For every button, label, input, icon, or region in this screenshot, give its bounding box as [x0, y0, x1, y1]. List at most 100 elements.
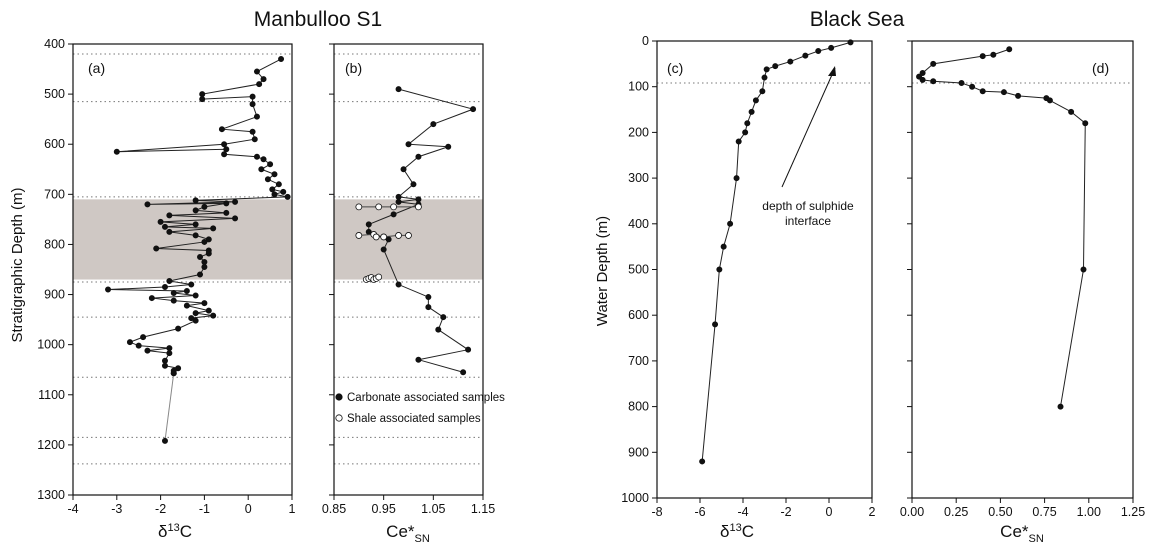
legend-filled-marker	[335, 393, 343, 401]
carbonate-point	[979, 53, 986, 60]
carbonate-point	[153, 245, 160, 252]
carbonate-point	[744, 120, 751, 127]
carbonate-point	[460, 369, 467, 376]
carbonate-point	[470, 106, 477, 113]
y-tick-label: 400	[44, 37, 65, 51]
carbonate-point	[958, 80, 965, 87]
carbonate-point	[1082, 120, 1089, 127]
y-tick-label: 1100	[38, 388, 65, 402]
carbonate-point	[183, 288, 190, 295]
carbonate-point	[425, 294, 432, 301]
x-tick-label: 1.00	[1077, 505, 1101, 519]
carbonate-point	[253, 113, 260, 120]
carbonate-point	[192, 317, 199, 324]
carbonate-point	[284, 193, 291, 200]
carbonate-point	[175, 365, 182, 372]
plot-frame	[333, 43, 484, 496]
carbonate-point	[727, 220, 734, 227]
xlabel-a: δ13C	[158, 522, 192, 541]
carbonate-point	[197, 253, 204, 260]
x-tick-label: 1.25	[1121, 505, 1145, 519]
carbonate-point	[280, 188, 287, 195]
carbonate-point	[269, 186, 276, 193]
x-tick-label: 0	[245, 502, 252, 516]
x-tick-label: 1.15	[471, 502, 495, 516]
carbonate-point	[847, 39, 854, 46]
carbonate-point	[192, 232, 199, 239]
carbonate-point	[395, 198, 402, 205]
y-tick-label: 600	[628, 308, 649, 322]
carbonate-point	[415, 196, 422, 203]
carbonate-point	[249, 93, 256, 100]
carbonate-point	[161, 362, 168, 369]
y-tick-label: 800	[628, 400, 649, 414]
y-tick-label: 1000	[37, 338, 65, 352]
xlabel-c: δ13C	[720, 522, 754, 541]
carbonate-point	[256, 81, 263, 88]
x-tick-label: -6	[694, 505, 705, 519]
carbonate-point	[205, 250, 212, 257]
carbonate-point	[113, 148, 120, 155]
carbonate-point	[197, 271, 204, 278]
carbonate-point	[210, 225, 217, 232]
carbonate-point	[828, 44, 835, 51]
x-tick-label: -2	[780, 505, 791, 519]
shale-point	[375, 203, 383, 211]
legend-carbonate-label: Carbonate associated samples	[347, 392, 505, 404]
panel-label: (c)	[667, 60, 683, 76]
shale-point	[390, 203, 398, 211]
carbonate-point	[105, 286, 112, 293]
carbonate-point	[787, 58, 794, 65]
carbonate-point	[415, 153, 422, 160]
carbonate-point	[221, 151, 228, 158]
y-tick-label: 1300	[37, 488, 65, 502]
x-tick-label: 0.00	[900, 505, 924, 519]
carbonate-point	[465, 346, 472, 353]
carbonate-point	[815, 48, 822, 55]
carbonate-point	[205, 307, 212, 314]
panel-c: -8 -6 -4 -2 0 2 0 100 200 300 400 500 600 700 800 900 10…	[621, 34, 875, 519]
carbonate-point	[1057, 403, 1064, 410]
carbonate-point	[223, 200, 230, 207]
shaded-band	[334, 199, 483, 280]
shale-point	[415, 203, 422, 211]
legend-open-marker	[335, 414, 343, 422]
y-tick-label: 800	[44, 237, 65, 251]
y-tick-label: 900	[628, 445, 649, 459]
carbonate-point	[400, 166, 407, 173]
x-tick-label: 0.25	[944, 505, 968, 519]
y-tick-label: 500	[44, 87, 65, 101]
carbonate-point	[199, 91, 206, 98]
carbonate-point	[267, 161, 274, 168]
y-tick-label: 0	[642, 34, 649, 48]
panel-b: 0.85 0.95 1.05 1.15 (b)	[322, 43, 495, 516]
shale-point	[372, 233, 380, 241]
carbonate-point	[919, 76, 926, 83]
carbonate-point	[192, 207, 199, 214]
sulphide-annotation: depth of sulphide interface	[762, 66, 854, 228]
carbonate-point	[735, 138, 742, 145]
x-tick-label: 1.05	[421, 502, 445, 516]
carbonate-point	[232, 198, 239, 205]
carbonate-point	[733, 175, 740, 182]
carbonate-point	[275, 181, 282, 188]
carbonate-point	[430, 121, 437, 128]
y-tick-label: 600	[44, 137, 65, 151]
carbonate-point	[969, 83, 976, 90]
y-tick-label: 500	[628, 263, 649, 277]
carbonate-point	[232, 215, 239, 222]
carbonate-point	[192, 310, 199, 317]
carbonate-point	[166, 350, 173, 357]
carbonate-point	[699, 458, 706, 465]
carbonate-point	[166, 212, 173, 219]
carbonate-point	[161, 223, 168, 230]
carbonate-point	[278, 56, 285, 63]
carbonate-point	[435, 326, 442, 333]
carbonate-point	[188, 281, 195, 288]
carbonate-point	[144, 347, 151, 354]
carbonate-point	[192, 292, 199, 299]
series-line	[701, 41, 851, 462]
carbonate-point	[1015, 92, 1022, 99]
carbonate-point	[161, 437, 168, 444]
shale-point	[395, 232, 402, 239]
